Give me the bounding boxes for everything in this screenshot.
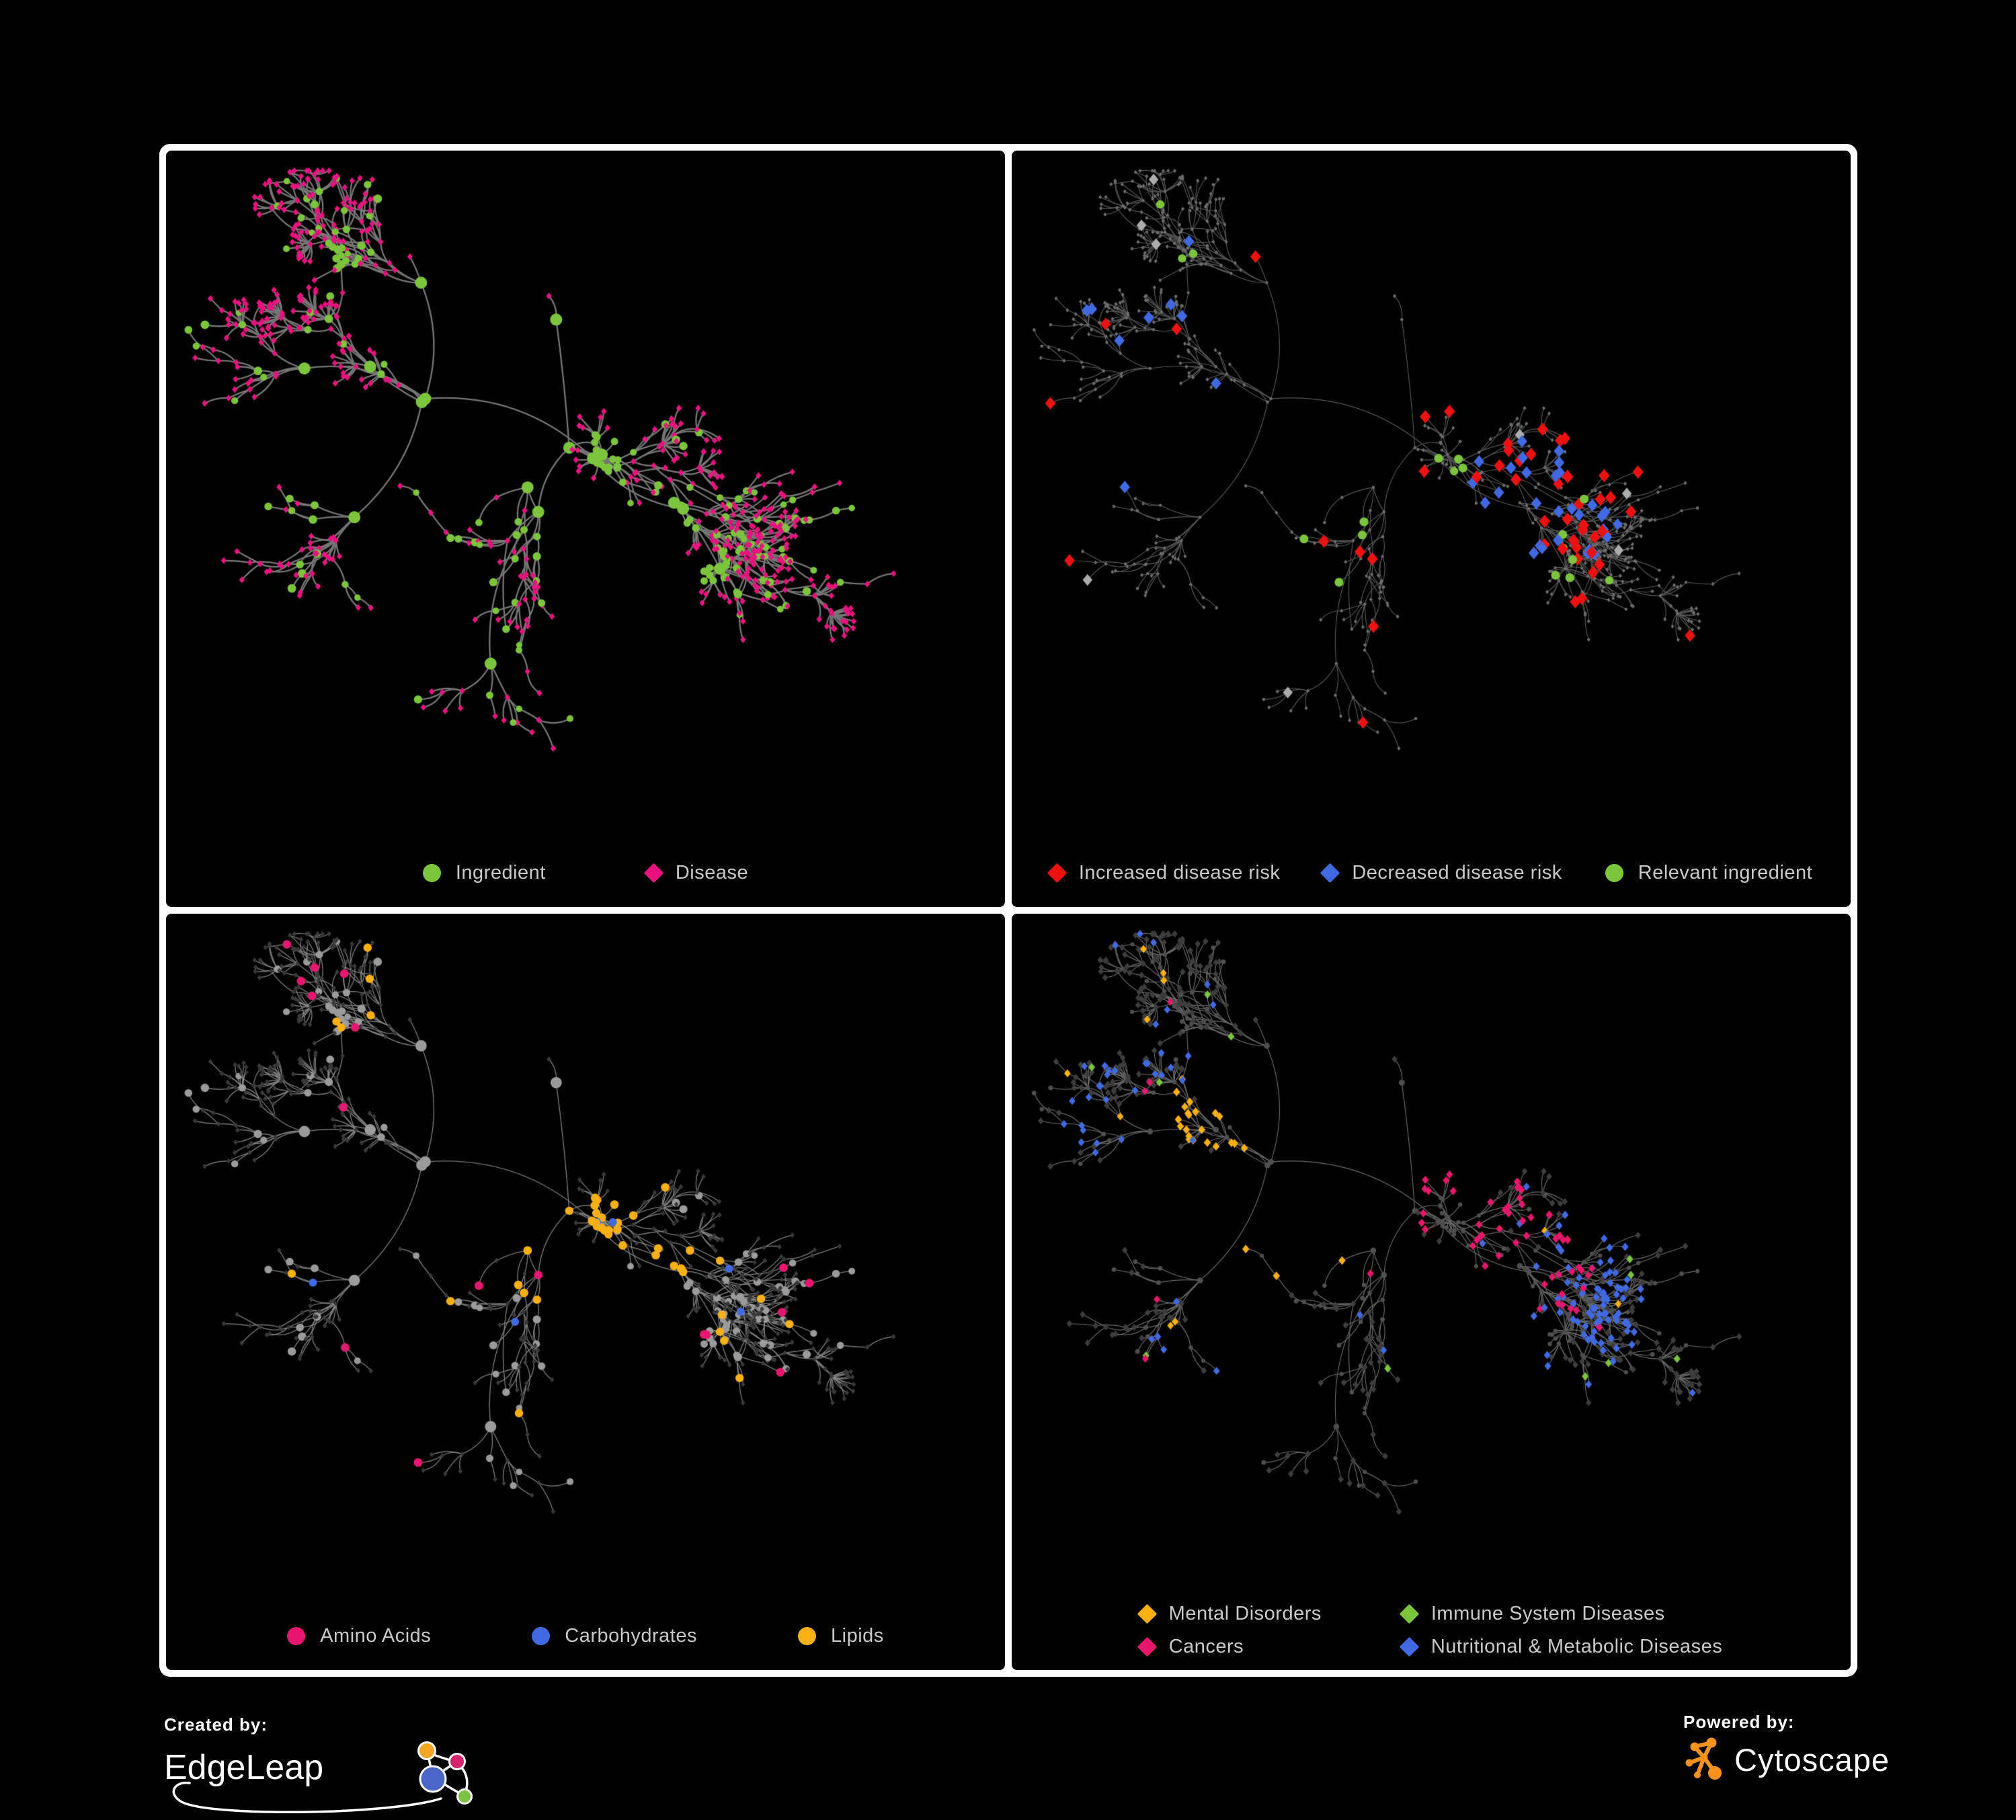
cytoscape-credit: Powered by: (1683, 1712, 1890, 1782)
cytoscape-network-icon (1685, 1737, 1722, 1780)
panel-nutrient-classes: Amino Acids Carbohydrates Lipids (166, 914, 1005, 1670)
legend-label: Decreased disease risk (1352, 862, 1562, 883)
network-canvas-disease-categories (1012, 914, 1851, 1606)
cytoscape-wordmark: Cytoscape (1734, 1741, 1890, 1778)
edgeleap-logo: EdgeLeap (164, 1737, 487, 1816)
panels-grid: Ingredient Disease Increased disease ris… (159, 144, 1857, 1677)
legend-label: Increased disease risk (1078, 862, 1281, 883)
legend-nutrient-classes: Amino Acids Carbohydrates Lipids (166, 1625, 1005, 1647)
legend-disease-risk: Increased disease risk Decreased disease… (1012, 862, 1851, 884)
cancers-diamond-icon (1137, 1636, 1158, 1657)
legend-item: Relevant ingredient (1605, 862, 1812, 884)
increased-risk-diamond-icon (1047, 863, 1067, 883)
created-by-label: Created by: (164, 1714, 268, 1735)
legend-item: Ingredient (422, 862, 546, 884)
mental-disorders-diamond-icon (1137, 1604, 1158, 1624)
legend-item: Increased disease risk (1047, 862, 1281, 884)
legend-item: Mental Disorders (1137, 1603, 1322, 1625)
decreased-risk-diamond-icon (1320, 863, 1340, 883)
legend-label: Nutritional & Metabolic Diseases (1430, 1636, 1723, 1657)
legend-item: Disease (643, 862, 749, 884)
legend-item: Cancers (1137, 1636, 1322, 1658)
legend-label: Mental Disorders (1168, 1603, 1322, 1624)
immune-diseases-diamond-icon (1399, 1604, 1420, 1624)
legend-label: Lipids (831, 1625, 884, 1647)
legend-label: Ingredient (455, 862, 546, 883)
legend-label: Cancers (1168, 1636, 1244, 1657)
ingredient-circle-icon (422, 864, 441, 882)
edgeleap-wordmark: EdgeLeap (164, 1748, 324, 1787)
legend-item: Decreased disease risk (1320, 862, 1562, 884)
edgeleap-network-icon (172, 1741, 473, 1814)
edgeleap-credit: Created by: EdgeLeap (164, 1714, 487, 1816)
legend-disease-categories: Mental Disorders Immune System Diseases … (1012, 1603, 1851, 1658)
metabolic-diseases-diamond-icon (1399, 1636, 1420, 1657)
powered-by-label: Powered by: (1683, 1712, 1795, 1732)
carbohydrates-circle-icon (532, 1627, 551, 1645)
panel-ingredient-disease: Ingredient Disease (166, 151, 1005, 907)
lipids-circle-icon (798, 1627, 816, 1645)
legend-label: Disease (675, 862, 749, 883)
legend-item: Amino Acids (287, 1625, 431, 1647)
amino-acids-circle-icon (287, 1627, 306, 1645)
disease-diamond-icon (643, 863, 664, 883)
legend-item: Immune System Diseases (1399, 1603, 1722, 1625)
network-canvas-disease-risk (1012, 151, 1851, 843)
legend-label: Immune System Diseases (1430, 1603, 1665, 1624)
legend-item: Carbohydrates (532, 1625, 697, 1647)
network-canvas-nutrient-classes (166, 914, 1005, 1606)
panel-disease-categories: Mental Disorders Immune System Diseases … (1012, 914, 1851, 1670)
relevant-ingredient-circle-icon (1605, 864, 1623, 882)
panel-disease-risk: Increased disease risk Decreased disease… (1012, 151, 1851, 907)
cytoscape-logo: Cytoscape (1683, 1737, 1890, 1782)
legend-item: Lipids (798, 1625, 884, 1647)
legend-item: Nutritional & Metabolic Diseases (1399, 1636, 1723, 1658)
network-canvas-ingredient-disease (166, 151, 1005, 843)
legend-ingredient-disease: Ingredient Disease (166, 862, 1005, 884)
legend-label: Amino Acids (320, 1625, 432, 1647)
legend-label: Relevant ingredient (1638, 862, 1813, 883)
legend-label: Carbohydrates (565, 1625, 697, 1647)
